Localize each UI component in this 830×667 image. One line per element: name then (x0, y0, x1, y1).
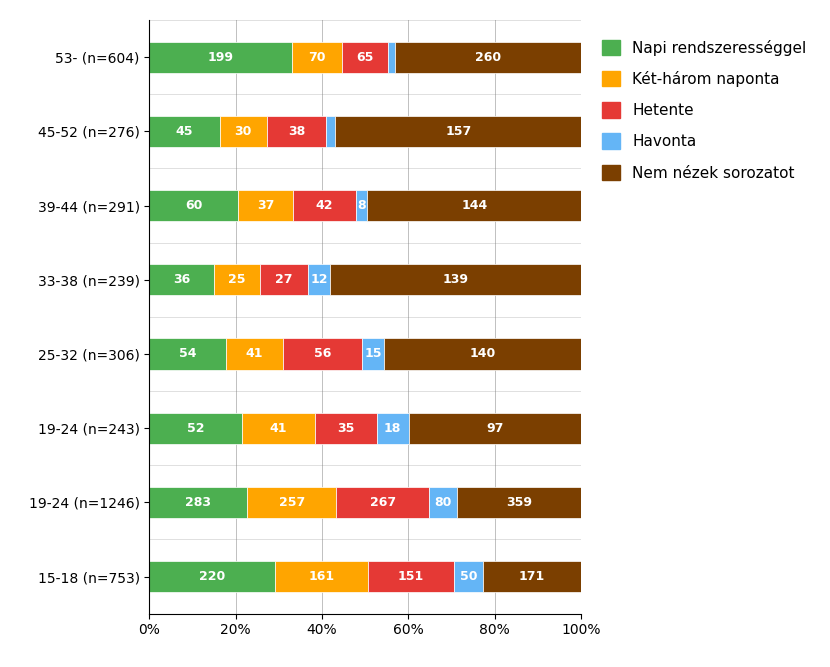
Bar (149, 190, 238, 221)
Bar (149, 413, 242, 444)
Text: 50: 50 (460, 570, 477, 583)
Text: 41: 41 (246, 348, 263, 360)
Text: 38: 38 (288, 125, 305, 138)
Bar (335, 116, 581, 147)
Text: 260: 260 (475, 51, 501, 63)
Bar (368, 561, 454, 592)
Bar (226, 338, 283, 370)
Bar (149, 264, 214, 295)
Text: 27: 27 (276, 273, 293, 286)
Text: 41: 41 (270, 422, 287, 435)
Bar (315, 413, 377, 444)
Text: 139: 139 (442, 273, 468, 286)
Text: 144: 144 (461, 199, 487, 212)
Bar (149, 487, 247, 518)
Bar (260, 264, 308, 295)
Text: 70: 70 (308, 51, 325, 63)
Text: 267: 267 (369, 496, 396, 509)
Text: 15: 15 (364, 348, 382, 360)
Bar (266, 116, 326, 147)
Bar (293, 190, 355, 221)
Text: 25: 25 (228, 273, 246, 286)
Text: 80: 80 (434, 496, 452, 509)
Text: 157: 157 (445, 125, 471, 138)
Text: 220: 220 (199, 570, 226, 583)
Bar (336, 487, 429, 518)
Text: 30: 30 (235, 125, 252, 138)
Bar (429, 487, 457, 518)
Bar (291, 41, 342, 73)
Bar (383, 338, 581, 370)
Bar (220, 116, 266, 147)
Bar (242, 413, 315, 444)
Bar (408, 413, 581, 444)
Bar (342, 41, 388, 73)
Text: 12: 12 (310, 273, 328, 286)
Bar (355, 190, 368, 221)
Text: 359: 359 (505, 496, 532, 509)
Bar (326, 116, 335, 147)
Bar (149, 41, 291, 73)
Text: 35: 35 (337, 422, 354, 435)
Bar (483, 561, 581, 592)
Bar (368, 190, 581, 221)
Text: 140: 140 (469, 348, 496, 360)
Text: 161: 161 (309, 570, 334, 583)
Bar (308, 264, 330, 295)
Bar (276, 561, 368, 592)
Text: 52: 52 (187, 422, 204, 435)
Text: 60: 60 (185, 199, 203, 212)
Bar (388, 41, 395, 73)
Text: 36: 36 (173, 273, 191, 286)
Text: 151: 151 (398, 570, 424, 583)
Text: 283: 283 (185, 496, 212, 509)
Bar (283, 338, 363, 370)
Text: 45: 45 (176, 125, 193, 138)
Bar (457, 487, 581, 518)
Legend: Napi rendszerességgel, Két-három naponta, Hetente, Havonta, Nem nézek sorozatot: Napi rendszerességgel, Két-három naponta… (602, 39, 807, 181)
Bar (149, 561, 276, 592)
Bar (330, 264, 581, 295)
Text: 42: 42 (315, 199, 333, 212)
Text: 37: 37 (257, 199, 275, 212)
Text: 54: 54 (178, 348, 196, 360)
Text: 171: 171 (519, 570, 545, 583)
Bar (377, 413, 408, 444)
Bar (149, 116, 220, 147)
Bar (214, 264, 260, 295)
Text: 97: 97 (486, 422, 504, 435)
Bar (238, 190, 293, 221)
Bar (247, 487, 336, 518)
Text: 257: 257 (279, 496, 305, 509)
Text: 8: 8 (357, 199, 366, 212)
Bar (149, 338, 226, 370)
Text: 56: 56 (315, 348, 331, 360)
Bar (454, 561, 483, 592)
Text: 65: 65 (356, 51, 374, 63)
Bar (395, 41, 581, 73)
Text: 199: 199 (208, 51, 233, 63)
Text: 18: 18 (384, 422, 402, 435)
Bar (363, 338, 383, 370)
